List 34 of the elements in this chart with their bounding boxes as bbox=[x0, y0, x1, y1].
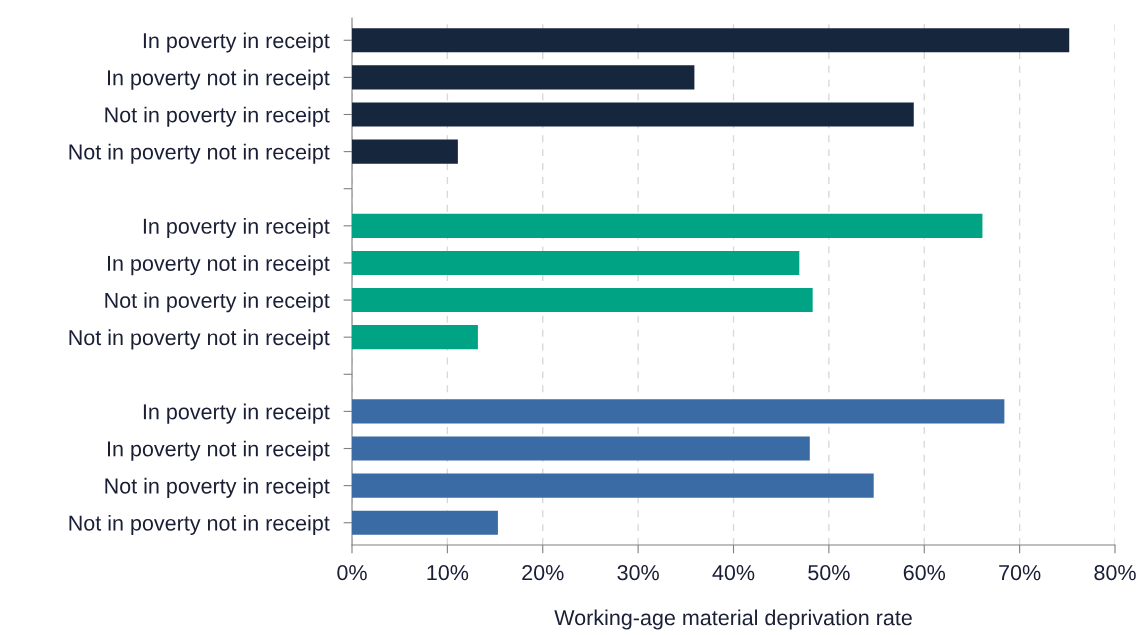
x-tick-label: 0% bbox=[337, 565, 367, 581]
y-tick-label: Not in poverty in receipt bbox=[105, 106, 330, 127]
y-tick-label: Not in poverty not in receipt bbox=[69, 143, 330, 164]
bar bbox=[352, 473, 874, 498]
bar bbox=[352, 28, 1070, 53]
bar bbox=[352, 399, 1005, 424]
y-tick-label: In poverty in receipt bbox=[143, 218, 330, 239]
y-tick-label: In poverty not in receipt bbox=[108, 69, 330, 90]
x-tick-label: 40% bbox=[712, 565, 755, 581]
x-tick-label: 10% bbox=[427, 565, 469, 581]
bar bbox=[352, 102, 914, 127]
x-tick-label: 70% bbox=[999, 565, 1041, 581]
y-tick-label: Not in poverty in receipt bbox=[105, 477, 330, 498]
bar bbox=[352, 213, 983, 238]
x-tick-label: 50% bbox=[808, 565, 850, 581]
x-tick-label: 80% bbox=[1094, 565, 1136, 581]
y-tick-label: In poverty not in receipt bbox=[108, 255, 330, 276]
y-tick-label: In poverty in receipt bbox=[143, 32, 330, 53]
y-tick-label: Not in poverty not in receipt bbox=[69, 329, 330, 350]
bar bbox=[352, 65, 695, 90]
y-tick-label: Not in poverty in receipt bbox=[105, 292, 330, 313]
y-tick-label: In poverty in receipt bbox=[143, 403, 330, 424]
x-tick-label: 20% bbox=[522, 565, 564, 581]
bar bbox=[352, 250, 800, 276]
y-tick-label: In poverty not in receipt bbox=[108, 440, 330, 461]
bar bbox=[352, 325, 478, 350]
x-axis-title: Working-age material deprivation rate bbox=[554, 609, 912, 630]
y-tick-label: Not in poverty not in receipt bbox=[69, 514, 330, 535]
bar bbox=[352, 510, 498, 535]
bar bbox=[352, 287, 813, 313]
bar bbox=[352, 139, 458, 164]
x-tick-label: 30% bbox=[617, 565, 659, 581]
x-tick-label: 60% bbox=[903, 565, 946, 581]
bar bbox=[352, 436, 810, 461]
